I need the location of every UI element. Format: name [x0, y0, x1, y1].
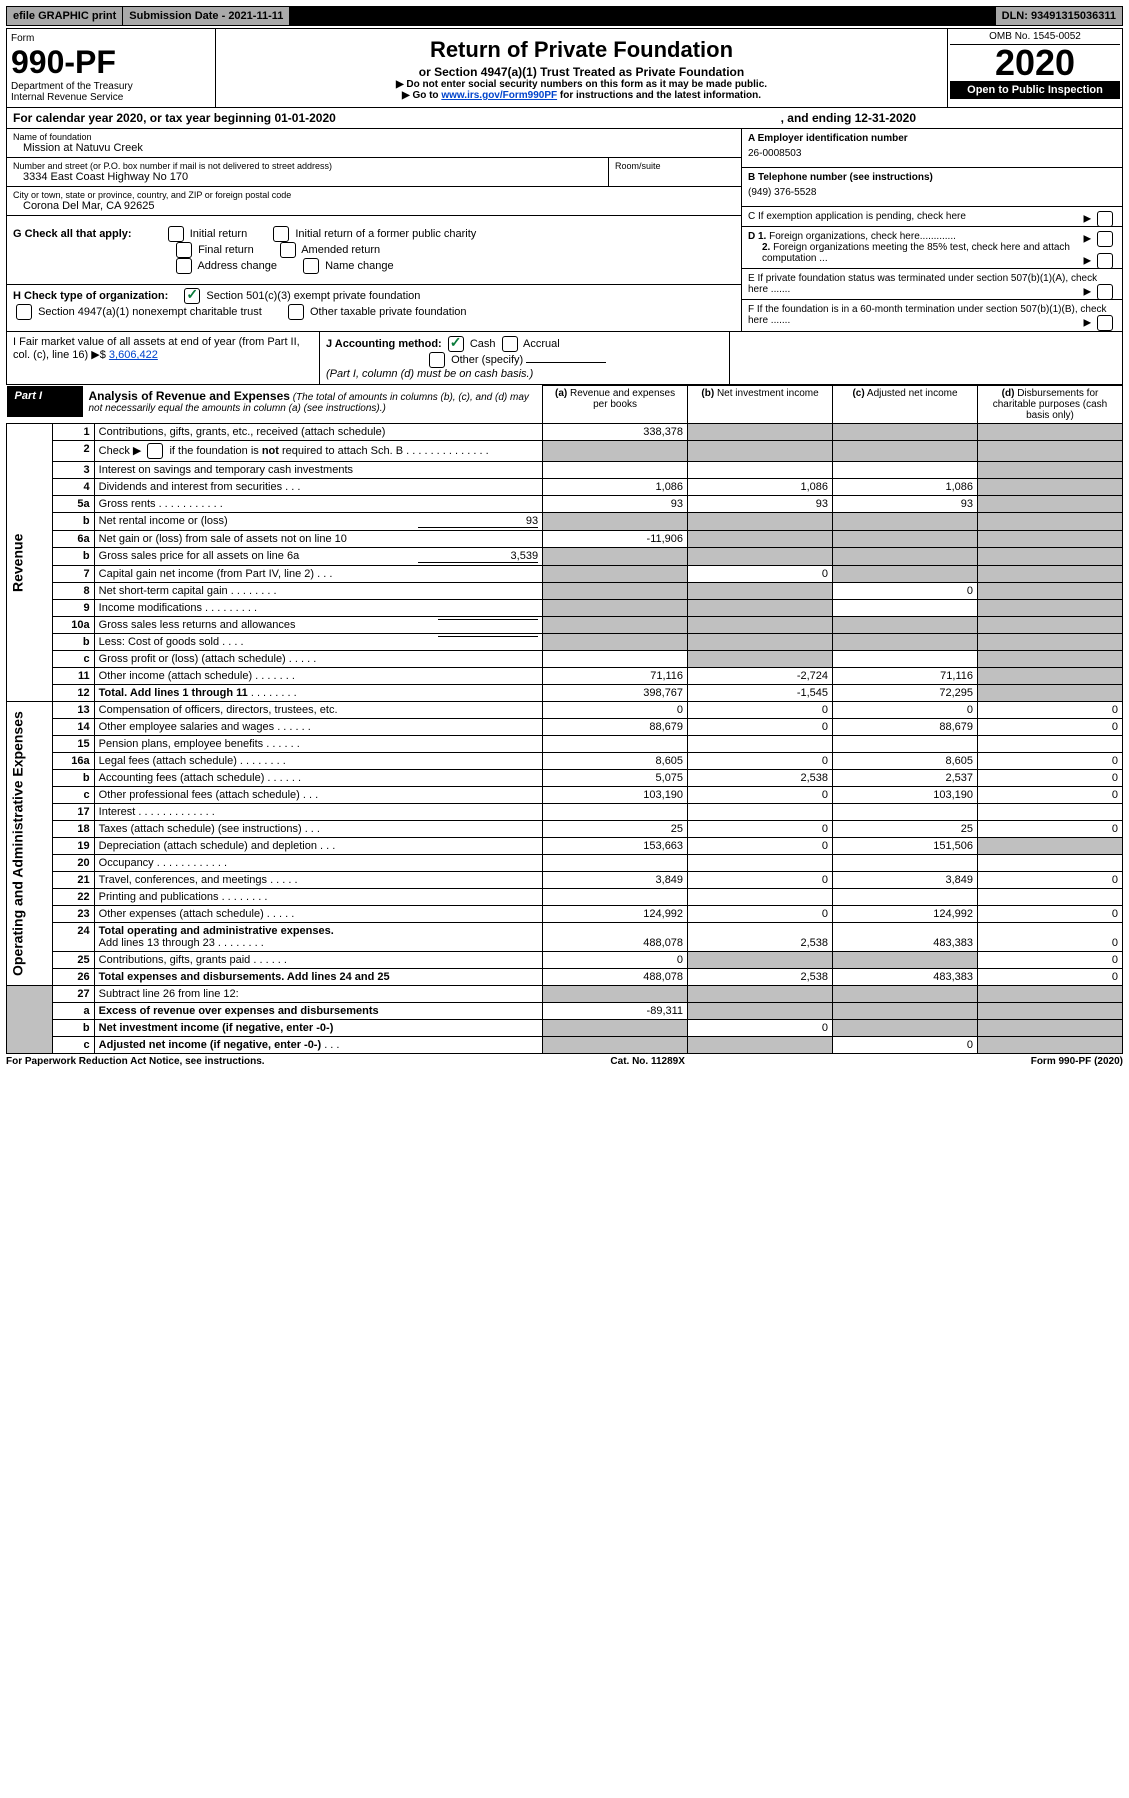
- part1-table: Part I Analysis of Revenue and Expenses …: [6, 385, 1123, 1054]
- efile-topbar: efile GRAPHIC print Submission Date - 20…: [6, 6, 1123, 26]
- dept: Department of the Treasury: [11, 81, 211, 92]
- accounting-method: J Accounting method: Cash Accrual Other …: [320, 332, 729, 384]
- paperwork-notice: For Paperwork Reduction Act Notice, see …: [6, 1056, 265, 1067]
- cat-no: Cat. No. 11289X: [610, 1056, 684, 1067]
- part1-title: Analysis of Revenue and Expenses (The to…: [83, 386, 543, 417]
- form-footer: Form 990-PF (2020): [1031, 1056, 1123, 1067]
- check-name[interactable]: [303, 258, 319, 274]
- address-row: Number and street (or P.O. box number if…: [7, 158, 741, 187]
- c-exemption: C If exemption application is pending, c…: [742, 207, 1122, 227]
- col-c: (c) Adjusted net income: [833, 386, 978, 424]
- calendar-year: For calendar year 2020, or tax year begi…: [6, 108, 1123, 129]
- part1-label: Part I: [7, 386, 83, 417]
- check-initial[interactable]: [168, 226, 184, 242]
- entity-info: Name of foundation Mission at Natuvu Cre…: [6, 129, 1123, 332]
- revenue-section: Revenue: [7, 424, 53, 702]
- check-other-method[interactable]: [429, 352, 445, 368]
- form-subtitle: or Section 4947(a)(1) Trust Treated as P…: [222, 65, 941, 79]
- col-a: (a) Revenue and expenses per books: [543, 386, 688, 424]
- expenses-section: Operating and Administrative Expenses: [7, 702, 53, 986]
- ein: A Employer identification number 26-0008…: [742, 129, 1122, 168]
- col-d: (d) Disbursements for charitable purpose…: [977, 386, 1122, 424]
- check-d1[interactable]: [1097, 231, 1113, 247]
- form-header: Form 990-PF Department of the Treasury I…: [6, 28, 1123, 108]
- open-public: Open to Public Inspection: [950, 81, 1120, 99]
- h-checks: H Check type of organization: Section 50…: [7, 285, 741, 323]
- fmv-value[interactable]: 3,606,422: [109, 349, 158, 361]
- form-title: Return of Private Foundation: [224, 37, 939, 63]
- check-amended[interactable]: [280, 242, 296, 258]
- city-row: City or town, state or province, country…: [7, 187, 741, 216]
- i-j-row: I Fair market value of all assets at end…: [6, 332, 1123, 385]
- col-b: (b) Net investment income: [688, 386, 833, 424]
- page-footer: For Paperwork Reduction Act Notice, see …: [6, 1054, 1123, 1069]
- check-e[interactable]: [1097, 284, 1113, 300]
- check-accrual[interactable]: [502, 336, 518, 352]
- check-d2[interactable]: [1097, 253, 1113, 269]
- g-checks: G Check all that apply: Initial return I…: [7, 216, 741, 285]
- submission-date: Submission Date - 2021-11-11: [123, 7, 290, 25]
- check-cash[interactable]: [448, 336, 464, 352]
- e-terminated: E If private foundation status was termi…: [742, 269, 1122, 300]
- check-c[interactable]: [1097, 211, 1113, 227]
- foundation-name: Name of foundation Mission at Natuvu Cre…: [7, 129, 741, 158]
- d-foreign: D 1. Foreign organizations, check here..…: [742, 227, 1122, 269]
- irs-link[interactable]: www.irs.gov/Form990PF: [441, 90, 557, 101]
- fmv: I Fair market value of all assets at end…: [7, 332, 320, 384]
- check-f[interactable]: [1097, 315, 1113, 331]
- tax-year: 2020: [950, 45, 1120, 81]
- irs: Internal Revenue Service: [11, 92, 211, 103]
- check-schb[interactable]: [147, 443, 163, 459]
- check-address[interactable]: [176, 258, 192, 274]
- f-60month: F If the foundation is in a 60-month ter…: [742, 300, 1122, 330]
- note-goto: ▶ Go to www.irs.gov/Form990PF for instru…: [222, 90, 941, 101]
- phone: B Telephone number (see instructions) (9…: [742, 168, 1122, 207]
- form-number: 990-PF: [11, 44, 211, 81]
- dln: DLN: 93491315036311: [996, 7, 1122, 25]
- form-word: Form: [11, 33, 211, 44]
- check-final[interactable]: [176, 242, 192, 258]
- check-501c3[interactable]: [184, 288, 200, 304]
- check-other-taxable[interactable]: [288, 304, 304, 320]
- efile-label: efile GRAPHIC print: [7, 7, 123, 25]
- check-initial-former[interactable]: [273, 226, 289, 242]
- note-ssn: ▶ Do not enter social security numbers o…: [222, 79, 941, 90]
- check-4947[interactable]: [16, 304, 32, 320]
